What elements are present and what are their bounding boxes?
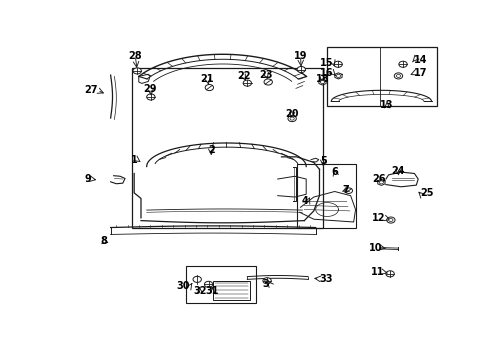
Circle shape (205, 85, 214, 91)
Text: 21: 21 (201, 74, 214, 84)
Circle shape (204, 281, 213, 287)
Text: 32: 32 (193, 286, 207, 296)
Text: 19: 19 (294, 51, 307, 61)
Bar (186, 266, 256, 303)
Text: 22: 22 (237, 72, 250, 81)
Text: 7: 7 (342, 185, 349, 195)
Circle shape (387, 217, 395, 223)
Text: 27: 27 (84, 85, 98, 95)
Circle shape (399, 61, 407, 67)
Text: 24: 24 (392, 166, 405, 176)
Circle shape (336, 75, 341, 77)
Text: 30: 30 (177, 281, 190, 291)
Text: 4: 4 (301, 196, 308, 206)
Text: 28: 28 (128, 51, 142, 61)
Text: 33: 33 (319, 274, 333, 284)
Circle shape (288, 116, 296, 122)
Text: 8: 8 (100, 237, 107, 246)
Text: 29: 29 (144, 84, 157, 94)
Circle shape (290, 117, 294, 120)
Text: 17: 17 (415, 68, 428, 78)
Circle shape (396, 75, 400, 77)
Text: 5: 5 (320, 156, 327, 166)
Text: 18: 18 (316, 74, 329, 84)
Text: 10: 10 (368, 243, 382, 253)
Bar (327, 48, 437, 105)
Text: 1: 1 (130, 155, 137, 165)
Circle shape (345, 188, 352, 193)
Text: 3: 3 (263, 279, 270, 288)
Text: 26: 26 (372, 174, 386, 184)
Circle shape (386, 271, 394, 277)
Circle shape (334, 61, 342, 67)
Text: 20: 20 (285, 109, 299, 119)
Bar (131, 68, 323, 228)
Text: 14: 14 (415, 55, 428, 65)
Bar (213, 281, 250, 300)
Text: 12: 12 (372, 213, 386, 224)
Bar (297, 164, 356, 228)
Circle shape (193, 276, 201, 283)
Text: 31: 31 (206, 286, 219, 296)
Text: 25: 25 (420, 188, 434, 198)
Text: 15: 15 (319, 58, 333, 68)
Circle shape (147, 94, 155, 100)
Circle shape (394, 73, 403, 79)
Circle shape (133, 68, 142, 74)
Text: 9: 9 (85, 174, 92, 184)
Text: 23: 23 (260, 70, 273, 80)
Text: 2: 2 (208, 145, 215, 155)
Circle shape (263, 278, 271, 284)
Text: 11: 11 (371, 267, 385, 278)
Text: 13: 13 (380, 100, 394, 110)
Circle shape (320, 81, 324, 84)
Circle shape (243, 80, 251, 86)
Circle shape (389, 219, 393, 221)
Text: 16: 16 (319, 68, 333, 78)
Circle shape (264, 79, 272, 85)
Circle shape (297, 67, 305, 73)
Text: 6: 6 (331, 167, 338, 177)
Circle shape (379, 181, 384, 184)
